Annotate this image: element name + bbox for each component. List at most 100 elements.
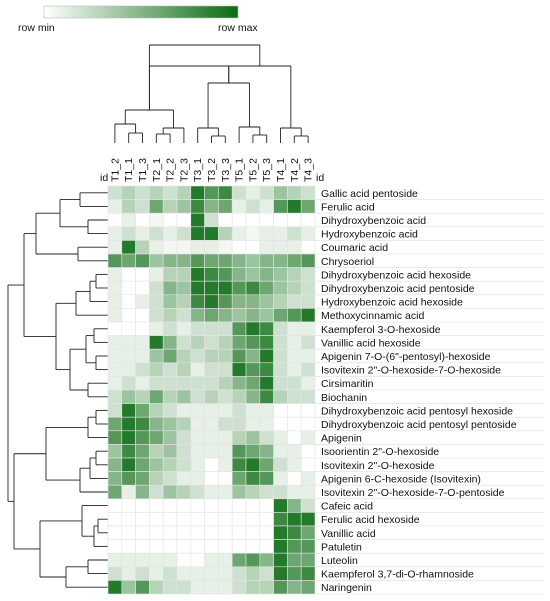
heatmap-cell — [176, 267, 192, 282]
heatmap-cell — [245, 253, 261, 268]
heatmap-cell — [273, 444, 288, 459]
heatmap-cell — [204, 552, 219, 568]
heatmap-cell — [149, 552, 164, 568]
heatmap-cell — [273, 552, 288, 568]
heatmap-cell — [300, 335, 316, 350]
heatmap-cell — [135, 280, 150, 296]
heatmap-cell — [300, 552, 316, 568]
row-label: Methoxycinnamic acid — [321, 310, 424, 322]
heatmap-cell — [162, 199, 178, 214]
heatmap-cell — [300, 321, 316, 336]
heatmap-cell — [149, 512, 164, 527]
heatmap-cell — [135, 566, 150, 581]
heatmap-cell — [300, 512, 316, 527]
heatmap-cell — [135, 267, 150, 282]
heatmap-cell — [287, 566, 302, 581]
heatmap-cell — [300, 430, 316, 445]
heatmap-cell — [121, 416, 136, 432]
heatmap-cell — [162, 457, 178, 472]
heatmap-cell — [107, 539, 123, 554]
heatmap-cell — [218, 525, 233, 540]
heatmap-cell — [176, 389, 192, 404]
heatmap-cell — [287, 389, 302, 404]
heatmap-cell — [218, 566, 233, 581]
heatmap-cell — [300, 484, 316, 500]
heatmap-cell — [287, 267, 302, 282]
heatmap-cell — [218, 253, 233, 268]
heatmap-cell — [273, 240, 288, 255]
heatmap-cell — [259, 199, 274, 214]
heatmap-cell — [107, 240, 123, 255]
heatmap-cell — [245, 308, 261, 323]
heatmap-cell — [135, 199, 150, 214]
column-label: T2_1 — [151, 158, 163, 182]
heatmap-cell — [162, 498, 178, 513]
row-label: Dihydroxybenzoic acid — [321, 215, 426, 227]
heatmap-cell — [287, 280, 302, 296]
heatmap-cell — [231, 362, 247, 377]
heatmap-cell — [121, 484, 136, 500]
heatmap-cell — [273, 280, 288, 296]
heatmap-cell — [245, 321, 261, 336]
heatmap-cell — [149, 539, 164, 554]
heatmap-cell — [231, 199, 247, 214]
heatmap-cell — [190, 416, 205, 432]
heatmap-cell — [176, 362, 192, 377]
heatmap-cell — [273, 212, 288, 228]
heatmap-cell — [218, 294, 233, 309]
heatmap-cell — [149, 308, 164, 323]
row-label: Isovitexin 2"-O-hexoside-7-O-hexoside — [321, 365, 501, 377]
heatmap-cell — [121, 580, 136, 595]
heatmap-cell — [162, 403, 178, 418]
heatmap-cell — [218, 444, 233, 459]
heatmap-cell — [300, 525, 316, 540]
heatmap-cell — [135, 376, 150, 391]
heatmap-cell — [107, 267, 123, 282]
heatmap-cell — [135, 348, 150, 364]
heatmap-cell — [231, 267, 247, 282]
heatmap-cell — [287, 376, 302, 391]
heatmap-cell — [190, 512, 205, 527]
heatmap-cell — [273, 376, 288, 391]
heatmap-cell — [135, 362, 150, 377]
heatmap-cell — [259, 580, 274, 595]
legend-max-label: row max — [218, 22, 258, 34]
heatmap-cell — [218, 240, 233, 255]
heatmap-cell — [300, 267, 316, 282]
heatmap-cell — [162, 253, 178, 268]
heatmap-cell — [259, 212, 274, 228]
heatmap-cell — [300, 471, 316, 486]
heatmap-cell — [204, 335, 219, 350]
heatmap-cell — [273, 389, 288, 404]
heatmap-cell — [121, 280, 136, 296]
column-label: T4_2 — [289, 158, 301, 182]
heatmap-cell — [135, 253, 150, 268]
heatmap-cell — [273, 185, 288, 200]
heatmap-cell — [135, 539, 150, 554]
heatmap-cell — [190, 566, 205, 581]
heatmap-cell — [259, 280, 274, 296]
heatmap-cell — [218, 362, 233, 377]
row-label: Dihydroxybenzoic acid pentosyl hexoside — [321, 405, 513, 417]
heatmap-cell — [218, 185, 233, 200]
heatmap-cell — [149, 226, 164, 241]
heatmap-cell — [287, 362, 302, 377]
heatmap-cell — [273, 199, 288, 214]
heatmap-cell — [176, 240, 192, 255]
heatmap-cell — [149, 389, 164, 404]
heatmap-cell — [259, 552, 274, 568]
heatmap-cell — [135, 335, 150, 350]
heatmap-cell — [218, 457, 233, 472]
heatmap-cell — [245, 335, 261, 350]
heatmap-cell — [231, 566, 247, 581]
heatmap-cell — [107, 376, 123, 391]
heatmap-cell — [287, 525, 302, 540]
heatmap-cell — [259, 389, 274, 404]
heatmap-cell — [204, 212, 219, 228]
heatmap-cell — [135, 226, 150, 241]
heatmap-cell — [176, 212, 192, 228]
heatmap-cell — [149, 253, 164, 268]
heatmap-cell — [287, 471, 302, 486]
heatmap-cell — [190, 552, 205, 568]
heatmap-cell — [300, 539, 316, 554]
